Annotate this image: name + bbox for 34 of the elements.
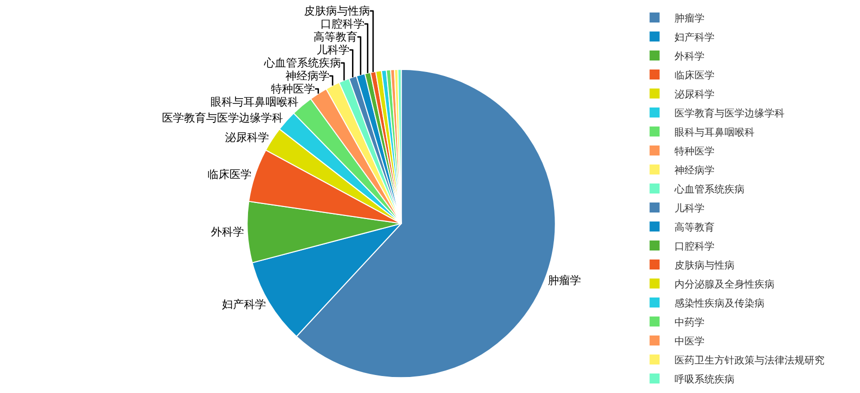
- legend-label: 中医学: [674, 335, 705, 348]
- legend-label: 口腔科学: [674, 240, 715, 252]
- legend-label: 呼吸系统疾病: [674, 373, 735, 386]
- data-label: 皮肤病与性病: [304, 4, 370, 18]
- legend-label: 皮肤病与性病: [674, 259, 735, 272]
- legend-label: 神经病学: [674, 164, 715, 176]
- legend-label: 中药学: [674, 316, 705, 328]
- legend-label: 医学教育与医学边缘学科: [674, 107, 785, 120]
- legend-label: 内分泌腺及全身性疾病: [674, 278, 775, 290]
- legend-label: 医药卫生方针政策与法律法规研究: [674, 354, 825, 366]
- data-label: 医学教育与医学边缘学科: [162, 111, 284, 124]
- data-label: 特种医学: [271, 82, 316, 96]
- legend-label: 特种医学: [674, 145, 715, 158]
- legend-label: 心血管系统疾病: [674, 183, 745, 196]
- legend-label: 感染性疾病及传染病: [674, 297, 765, 310]
- data-label: 神经病学: [285, 69, 330, 82]
- legend-label: 高等教育: [674, 221, 715, 234]
- legend-label: 泌尿科学: [674, 88, 715, 100]
- data-label: 口腔科学: [320, 17, 364, 30]
- data-label: 肿瘤学: [548, 274, 581, 288]
- data-label: 外科学: [211, 226, 244, 239]
- data-label: 泌尿科学: [224, 130, 269, 144]
- data-label: 眼科与耳鼻咽喉科: [210, 95, 299, 108]
- legend-label: 外科学: [674, 50, 705, 62]
- data-label: 妇产科学: [222, 298, 266, 311]
- legend-label: 儿科学: [674, 202, 705, 214]
- legend-label: 妇产科学: [674, 31, 715, 44]
- data-label: 高等教育: [313, 30, 358, 44]
- data-label: 临床医学: [208, 168, 252, 181]
- data-label: 儿科学: [316, 43, 350, 56]
- legend-label: 临床医学: [674, 69, 715, 82]
- data-label: 心血管系统疾病: [262, 56, 341, 70]
- legend-label: 肿瘤学: [674, 12, 705, 24]
- legend-label: 眼科与耳鼻咽喉科: [674, 126, 755, 138]
